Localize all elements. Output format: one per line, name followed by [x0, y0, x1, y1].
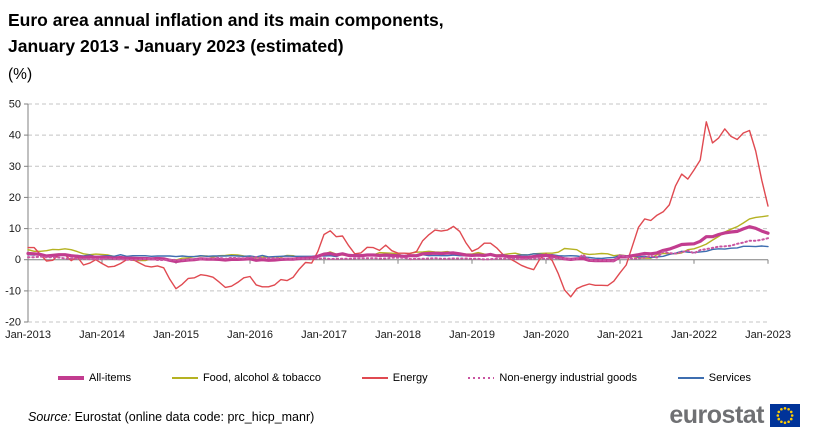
unit-label: (%)	[8, 66, 33, 83]
all-items-line-sample-icon	[58, 376, 84, 380]
eu-flag-star	[787, 407, 790, 411]
eu-flag-star	[777, 417, 781, 421]
x-tick-label: Jan-2023	[745, 329, 791, 341]
legend-label-food-alcohol-tobacco: Food, alcohol & tobacco	[202, 372, 321, 384]
eu-flag-star	[789, 417, 793, 421]
y-tick-label: 30	[9, 161, 21, 173]
legend-item-food-alcohol-tobacco: Food, alcohol & tobacco	[171, 372, 321, 384]
x-tick-label: Jan-2018	[375, 329, 421, 341]
y-tick-label: 20	[9, 192, 21, 204]
neig-dotted-line-sample-icon	[468, 377, 495, 379]
legend-item-energy: Energy	[361, 372, 428, 384]
chart-legend: All-items Food, alcohol & tobacco Energy…	[58, 370, 751, 386]
eurostat-logo-text: eurostat	[669, 401, 764, 429]
x-tick-label: Jan-2020	[523, 329, 569, 341]
x-tick-label: Jan-2013	[5, 329, 51, 341]
eu-flag-star	[789, 410, 793, 414]
x-tick-label: Jan-2017	[301, 329, 347, 341]
source-label: Source:	[28, 410, 72, 424]
legend-label-energy: Energy	[392, 372, 428, 384]
x-tick-label: Jan-2019	[449, 329, 495, 341]
eu-flag-icon	[770, 404, 800, 427]
eu-flag-field	[770, 404, 800, 427]
page-title-line1: Euro area annual inflation and its main …	[8, 10, 444, 30]
eurostat-logo: eurostat	[669, 401, 800, 430]
series-line-non-energy-industrial-goods	[27, 237, 769, 263]
y-tick-label: -10	[5, 285, 21, 297]
y-tick-label: 40	[9, 130, 21, 142]
eu-flag-star	[787, 420, 790, 424]
eu-flag-star	[783, 407, 787, 410]
eu-flag-star	[783, 421, 787, 424]
page-title-line2: January 2013 - January 2023 (estimated)	[8, 36, 344, 56]
legend-item-all-items: All-items	[58, 372, 131, 384]
series-line-all-items	[26, 225, 770, 264]
source-note: Source: Eurostat (online data code: prc_…	[28, 410, 314, 424]
series-line-energy	[27, 121, 769, 298]
eu-flag-star	[777, 410, 781, 414]
x-tick-label: Jan-2022	[671, 329, 717, 341]
food-line-sample-icon	[171, 377, 198, 379]
legend-item-services: Services	[677, 372, 751, 384]
source-text: Eurostat (online data code: prc_hicp_man…	[71, 410, 315, 424]
legend-label-all-items: All-items	[89, 372, 132, 384]
eu-flag-star	[776, 414, 780, 417]
legend-label-non-energy-industrial-goods: Non-energy industrial goods	[499, 372, 637, 384]
legend-label-services: Services	[708, 372, 751, 384]
services-line-sample-icon	[677, 377, 704, 379]
eu-flag-star	[780, 407, 783, 411]
legend-item-non-energy-industrial-goods: Non-energy industrial goods	[468, 372, 637, 384]
x-tick-label: Jan-2015	[153, 329, 199, 341]
y-tick-label: 10	[9, 223, 21, 235]
eu-flag-star	[780, 420, 783, 424]
y-tick-label: 0	[15, 254, 21, 266]
x-tick-label: Jan-2021	[597, 329, 643, 341]
energy-line-sample-icon	[361, 377, 388, 379]
page-title: Euro area annual inflation and its main …	[8, 7, 444, 59]
y-tick-label: -20	[5, 317, 21, 329]
eu-flag-star	[790, 414, 794, 417]
x-tick-label: Jan-2016	[227, 329, 273, 341]
y-tick-label: 50	[9, 99, 21, 111]
x-tick-label: Jan-2014	[79, 329, 125, 341]
